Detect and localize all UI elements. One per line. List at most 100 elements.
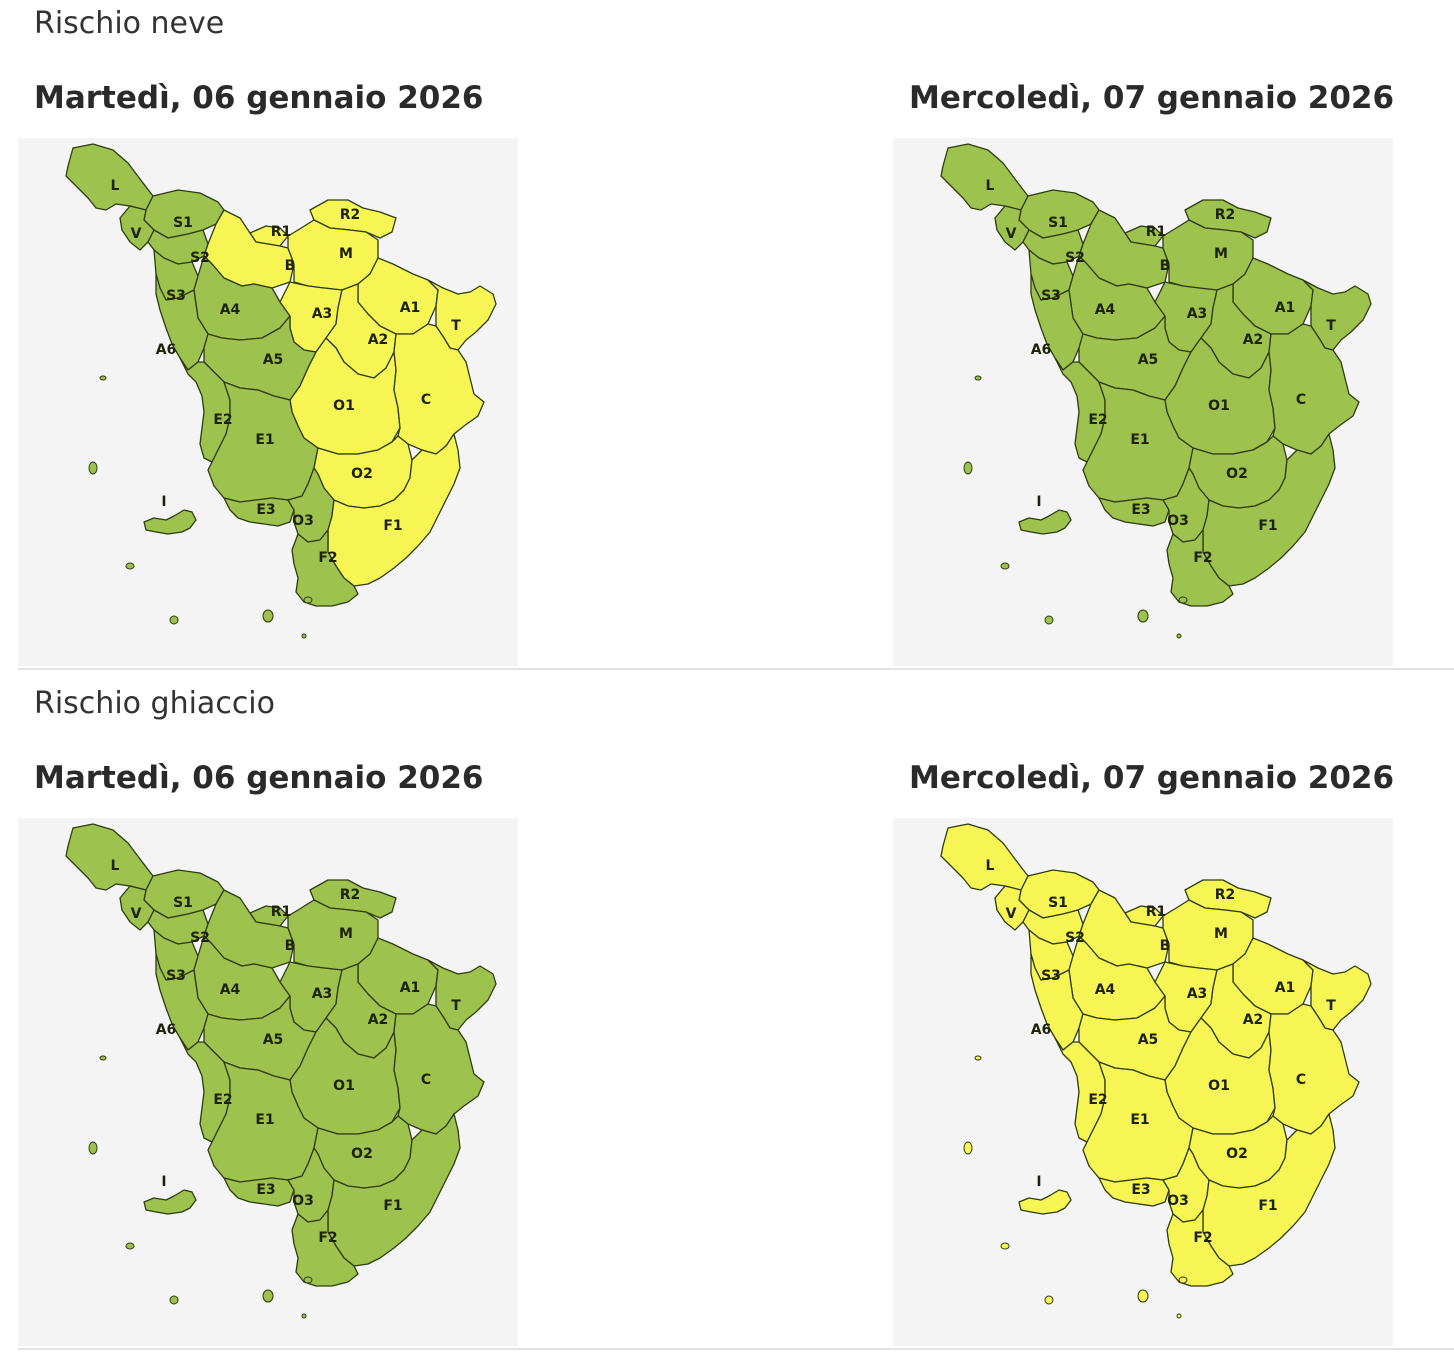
zone-label-o1: O1 <box>1208 398 1230 414</box>
zone-label-m: M <box>339 926 353 942</box>
zone-label-t: T <box>1326 318 1336 334</box>
zone-label-l: L <box>986 178 995 194</box>
zone-label-o3: O3 <box>292 1193 314 1209</box>
zone-a6 <box>155 953 209 1051</box>
zone-labels: L S1 V S2 S3 R1 R2 B M A4 A3 A1 T A2 A6 A5 O1 C E2 E1 O2 I E3 O… <box>111 858 462 1246</box>
zone-label-a5: A5 <box>263 352 284 368</box>
zone-t <box>1302 959 1372 1031</box>
zones <box>940 823 1372 1287</box>
zone-e3 <box>1098 497 1170 527</box>
zone-v <box>994 205 1030 251</box>
zone-label-i: I <box>161 494 166 510</box>
zone-label-s2: S2 <box>190 250 210 266</box>
zone-label-t: T <box>1326 998 1336 1014</box>
zone-label-o3: O3 <box>1167 513 1189 529</box>
islet <box>1044 615 1054 625</box>
zone-label-e3: E3 <box>1131 502 1150 518</box>
zone-label-m: M <box>1214 926 1228 942</box>
zone-label-a1: A1 <box>1275 980 1296 996</box>
zone-label-a3: A3 <box>1187 986 1208 1002</box>
zones <box>940 143 1372 607</box>
zone-a6 <box>155 273 209 371</box>
zone-s2 <box>147 229 209 265</box>
zone-f2 <box>1166 1209 1234 1287</box>
zone-s2 <box>1022 229 1084 265</box>
zone-label-o2: O2 <box>351 1146 373 1162</box>
zone-l <box>940 143 1029 211</box>
zone-label-a2: A2 <box>1243 332 1264 348</box>
islet <box>169 1295 179 1305</box>
section-snow-risk: Rischio neve Martedì, 06 gennaio 2026 L S… <box>18 0 1454 670</box>
zone-label-s3: S3 <box>166 968 186 984</box>
zone-l <box>940 823 1029 891</box>
islet <box>1137 609 1149 623</box>
islet <box>1137 1289 1149 1303</box>
islet <box>963 461 973 475</box>
zone-label-a6: A6 <box>156 342 177 358</box>
zone-label-s1: S1 <box>173 895 193 911</box>
zone-label-e2: E2 <box>213 412 232 428</box>
zone-t <box>1302 279 1372 351</box>
islet <box>303 596 313 604</box>
zone-i <box>143 1189 197 1215</box>
zone-label-e1: E1 <box>255 1112 274 1128</box>
zone-s2 <box>1022 909 1084 945</box>
zone-label-f1: F1 <box>383 518 402 534</box>
zone-label-a6: A6 <box>1031 1022 1052 1038</box>
zone-label-o2: O2 <box>351 466 373 482</box>
zone-label-c: C <box>1296 392 1306 408</box>
zone-label-e1: E1 <box>1130 432 1149 448</box>
zone-label-b: B <box>285 938 296 954</box>
zone-label-e3: E3 <box>256 1182 275 1198</box>
zone-label-r1: R1 <box>271 224 292 240</box>
zone-label-a3: A3 <box>312 986 333 1002</box>
zone-label-s1: S1 <box>173 215 193 231</box>
zone-label-a4: A4 <box>1095 302 1116 318</box>
zone-labels: L S1 V S2 S3 R1 R2 B M A4 A3 A1 T A2 A6 A5 O1 C E2 E1 O2 I E3 O… <box>111 178 462 566</box>
zone-label-a3: A3 <box>1187 306 1208 322</box>
day-date: Martedì, 06 gennaio 2026 <box>34 80 484 116</box>
zone-label-b: B <box>285 258 296 274</box>
zone-b <box>203 209 295 289</box>
zone-f1 <box>327 433 461 587</box>
zone-label-f1: F1 <box>1258 518 1277 534</box>
zone-label-f2: F2 <box>318 550 337 566</box>
islet <box>963 1141 973 1155</box>
islet <box>974 375 982 381</box>
zone-label-o3: O3 <box>292 513 314 529</box>
zone-label-c: C <box>421 392 431 408</box>
zone-c <box>1268 1003 1360 1135</box>
zone-label-a5: A5 <box>263 1032 284 1048</box>
zone-b <box>1078 209 1170 289</box>
zone-label-a6: A6 <box>156 1022 177 1038</box>
zone-label-o1: O1 <box>333 1078 355 1094</box>
zone-b <box>1078 889 1170 969</box>
islet <box>1000 1242 1010 1250</box>
zone-label-l: L <box>111 178 120 194</box>
zone-label-e3: E3 <box>1131 1182 1150 1198</box>
zone-label-e3: E3 <box>256 502 275 518</box>
islets <box>88 1055 313 1319</box>
zone-label-e2: E2 <box>1088 1092 1107 1108</box>
zone-label-a6: A6 <box>1031 342 1052 358</box>
day-panel: Mercoledì, 07 gennaio 2026 L S1 V S2 S3 R1 R2 B… <box>893 0 1413 668</box>
zone-label-a3: A3 <box>312 306 333 322</box>
alert-map: L S1 V S2 S3 R1 R2 B M A4 A3 A1 T A2 A6 A5 O1 C E2 E1 O2 I E3 O… <box>18 138 518 666</box>
islet <box>169 615 179 625</box>
zone-label-c: C <box>421 1072 431 1088</box>
islet <box>974 1055 982 1061</box>
zone-label-i: I <box>1036 494 1041 510</box>
zone-label-a4: A4 <box>220 302 241 318</box>
islet <box>262 1289 274 1303</box>
zone-label-r1: R1 <box>1146 224 1167 240</box>
zone-label-l: L <box>986 858 995 874</box>
zone-label-r1: R1 <box>271 904 292 920</box>
zone-label-o1: O1 <box>1208 1078 1230 1094</box>
zone-f1 <box>327 1113 461 1267</box>
tuscany-alert-map-svg: L S1 V S2 S3 R1 R2 B M A4 A3 A1 T A2 A6 A5 O1 C E2 E1 O2 I E3 O… <box>893 818 1393 1346</box>
zone-label-a5: A5 <box>1138 352 1159 368</box>
zone-label-f1: F1 <box>1258 1198 1277 1214</box>
islet <box>262 609 274 623</box>
islet <box>1178 596 1188 604</box>
zone-label-o1: O1 <box>333 398 355 414</box>
